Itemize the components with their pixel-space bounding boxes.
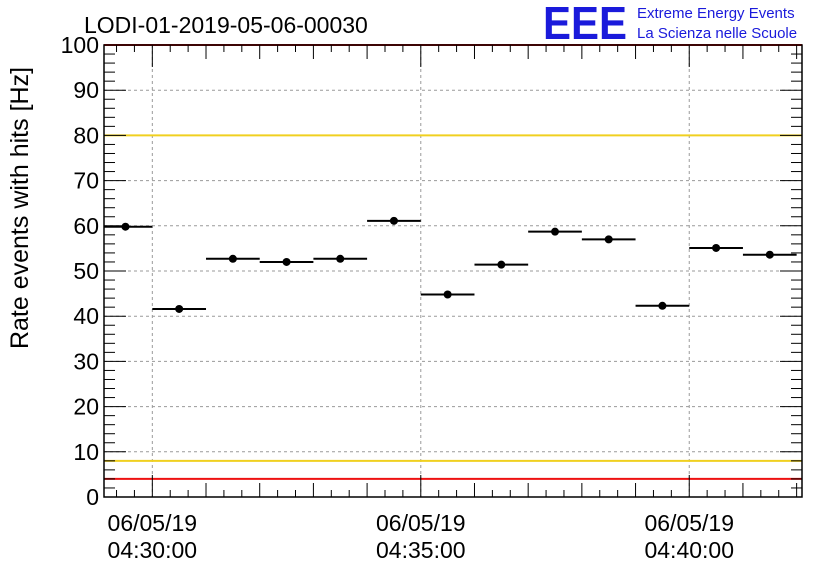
data-point <box>282 257 291 266</box>
y-tick-label: 50 <box>73 258 99 284</box>
data-point <box>443 290 452 299</box>
y-axis-label: Rate events with hits [Hz] <box>6 67 34 349</box>
data-point <box>389 216 398 225</box>
data-point <box>497 260 506 269</box>
data-point <box>121 222 130 231</box>
x-tick-label-date: 06/05/19 <box>644 510 734 536</box>
x-tick-label-time: 04:30:00 <box>108 537 198 563</box>
y-tick-label: 0 <box>86 484 99 510</box>
data-point <box>336 254 345 263</box>
y-tick-label: 20 <box>73 394 99 420</box>
data-point <box>228 254 237 263</box>
y-axis-ticks: 0 10 20 30 40 50 60 70 80 90 100 <box>61 32 802 510</box>
x-tick-label-date: 06/05/19 <box>108 510 198 536</box>
eee-logo: EEE Extreme Energy Events La Scienza nel… <box>543 0 797 49</box>
y-tick-label: 100 <box>61 32 99 58</box>
y-tick-label: 40 <box>73 303 99 329</box>
data-point <box>658 301 667 310</box>
grid <box>104 45 802 497</box>
data-point <box>604 235 613 244</box>
data-point <box>712 243 721 252</box>
x-tick-label-time: 04:35:00 <box>376 537 466 563</box>
y-tick-label: 10 <box>73 439 99 465</box>
x-axis-ticks: 06/05/1904:30:0006/05/1904:35:0006/05/19… <box>108 45 798 563</box>
data-point <box>175 304 184 313</box>
chart-title: LODI-01-2019-05-06-00030 <box>84 12 368 38</box>
logo-line-1: Extreme Energy Events <box>637 5 795 22</box>
x-tick-label-date: 06/05/19 <box>376 510 466 536</box>
data-points <box>104 216 797 313</box>
data-point <box>551 227 560 236</box>
eee-logo-mark: EEE <box>543 0 627 49</box>
y-tick-label: 70 <box>73 168 99 194</box>
logo-line-2: La Scienza nelle Scuole <box>637 25 797 42</box>
y-tick-label: 30 <box>73 348 99 374</box>
x-tick-label-time: 04:40:00 <box>644 537 734 563</box>
y-tick-label: 90 <box>73 77 99 103</box>
data-point <box>765 250 774 259</box>
y-tick-label: 60 <box>73 213 99 239</box>
reference-lines <box>104 44 802 480</box>
y-tick-label: 80 <box>73 122 99 148</box>
